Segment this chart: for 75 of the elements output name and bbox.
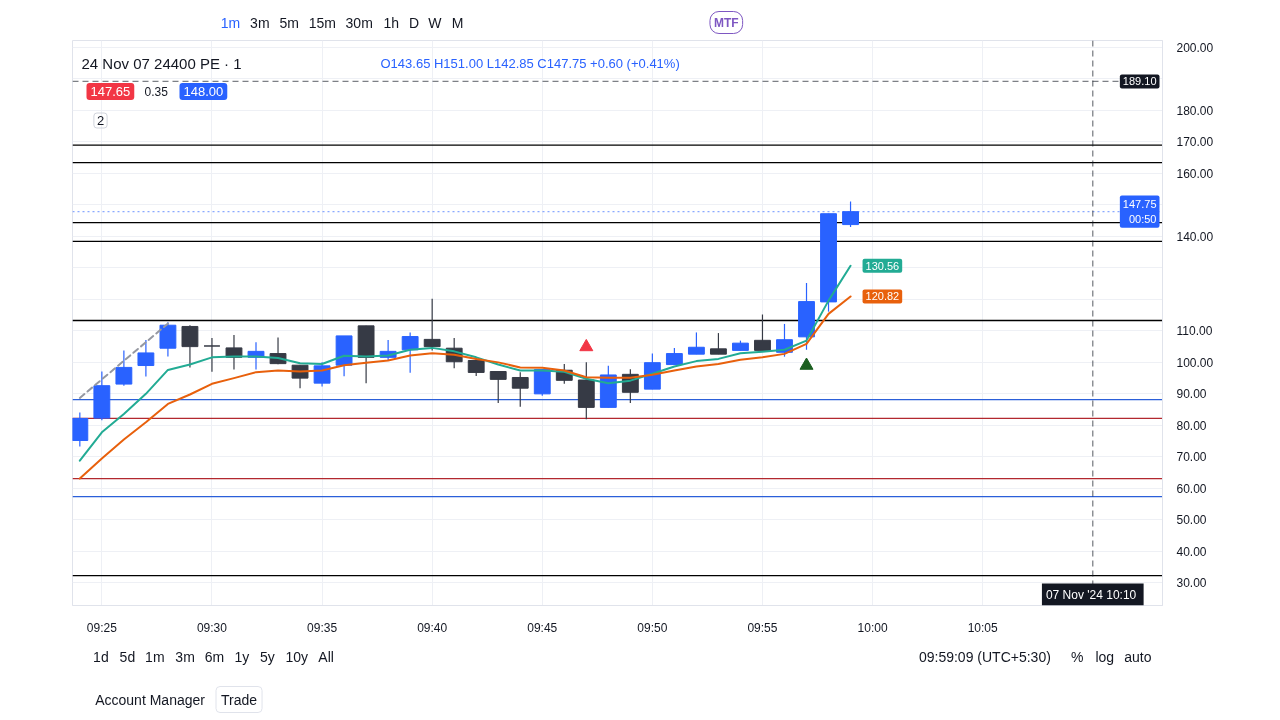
annotation: 2	[96, 113, 105, 128]
candlestick	[842, 200, 859, 228]
x-tick-label: 09:30	[196, 620, 228, 635]
text: 1y	[234, 648, 250, 665]
data-label: 130.56	[865, 259, 900, 272]
text: 5y	[260, 648, 275, 665]
text: M	[451, 14, 464, 31]
text: Trade	[221, 691, 258, 708]
text: 3m	[250, 14, 270, 31]
x-tick-label: 09:50	[637, 620, 668, 635]
text: 24 Nov 07 24400 PE · 1	[81, 55, 242, 72]
y-tick-label: 70.00	[1176, 450, 1207, 465]
text: %	[1071, 648, 1084, 665]
text: All	[318, 648, 334, 665]
ref-line-label: 07 Nov '24 10:10	[1045, 587, 1137, 602]
text: O143.65 H151.00 L142.85 C147.75 +0.60 (+0.41%)	[380, 56, 680, 71]
text: log	[1095, 648, 1115, 665]
x-tick-label: 09:55	[747, 620, 778, 635]
text: W	[428, 14, 443, 31]
y-tick-label: 180.00	[1176, 103, 1214, 118]
candlestick	[489, 370, 507, 404]
y-tick-label: 80.00	[1176, 418, 1207, 433]
line-series	[78, 264, 852, 462]
y-tick-label: 200.00	[1176, 40, 1214, 55]
text: D	[409, 14, 420, 31]
y-tick-label: 110.00	[1176, 324, 1213, 339]
y-tick-label: 60.00	[1176, 481, 1207, 496]
x-tick-label: 10:00	[857, 620, 888, 635]
candlestick	[159, 321, 177, 357]
text: MTF	[713, 15, 739, 30]
x-tick-label: 09:45	[527, 620, 558, 635]
text: 1m	[145, 648, 165, 665]
y-tick-label: 30.00	[1176, 576, 1207, 591]
candlestick	[423, 298, 441, 351]
text: Account Manager	[95, 691, 206, 708]
candlestick	[401, 331, 419, 374]
candlestick	[511, 371, 529, 408]
candlestick	[710, 332, 727, 355]
text: 5d	[119, 648, 136, 665]
y-tick-label: 90.00	[1176, 387, 1207, 402]
text: 1m	[220, 14, 241, 31]
y-tick-label: 100.00	[1176, 355, 1214, 370]
text: 1d	[93, 648, 109, 665]
text: 09:59:09 (UTC+5:30)	[918, 648, 1051, 665]
text: 15m	[308, 14, 336, 31]
x-tick-label: 09:25	[86, 620, 118, 635]
text: auto	[1124, 648, 1152, 665]
text: 1h	[383, 14, 400, 31]
y-tick-label: 40.00	[1176, 544, 1207, 559]
y-tick-label: 50.00	[1176, 513, 1207, 528]
data-label: 120.82	[865, 290, 900, 303]
candlestick	[115, 349, 133, 387]
annotation: 148.00	[183, 84, 224, 99]
annotation: 0.35	[144, 85, 169, 99]
ref-line-label: 147.75 00:50	[1122, 198, 1157, 225]
y-tick-label: 140.00	[1176, 229, 1214, 244]
candlestick	[137, 339, 155, 378]
text: 10y	[285, 648, 309, 665]
candlestick	[754, 313, 771, 351]
candlestick	[181, 324, 199, 369]
x-tick-label: 09:40	[417, 620, 448, 635]
candlestick	[72, 411, 89, 448]
text: 3m	[175, 648, 195, 665]
y-tick-label: 160.00	[1176, 166, 1214, 181]
text: 5m	[279, 14, 299, 31]
annotation: 147.65	[90, 84, 131, 99]
text: 30m	[345, 14, 373, 31]
text: 6m	[204, 648, 225, 665]
x-tick-label: 10:05	[967, 620, 999, 635]
x-tick-label: 09:35	[307, 620, 338, 635]
candlestick	[687, 331, 705, 355]
candlestick	[203, 337, 221, 373]
y-tick-label: 170.00	[1176, 135, 1214, 150]
line-series	[78, 295, 852, 480]
ref-line-label: 189.10	[1122, 75, 1157, 88]
